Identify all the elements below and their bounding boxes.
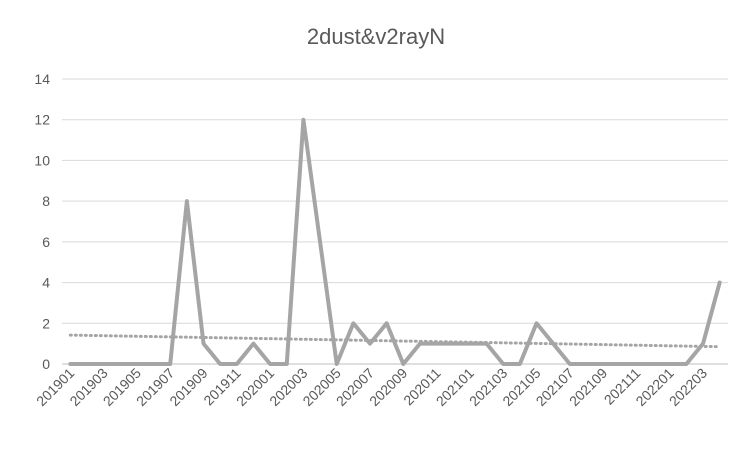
data-point	[635, 363, 637, 365]
data-point	[103, 363, 105, 365]
data-point	[685, 363, 687, 365]
y-tick-label: 4	[42, 275, 50, 291]
data-point	[352, 322, 354, 324]
data-point	[119, 363, 121, 365]
x-tick-label: 202203	[666, 365, 710, 409]
data-point	[286, 363, 288, 365]
data-point	[702, 343, 704, 345]
y-tick-label: 0	[42, 356, 50, 372]
data-point	[619, 363, 621, 365]
series-line	[68, 117, 722, 366]
data-point	[419, 343, 421, 345]
gridlines	[62, 78, 728, 365]
data-point	[86, 363, 88, 365]
data-point	[436, 343, 438, 345]
data-point	[519, 363, 521, 365]
x-axis-ticks: 2019012019032019052019072019092019112020…	[33, 365, 710, 409]
data-point	[652, 363, 654, 365]
chart-title: 2dust&v2rayN	[307, 24, 445, 49]
data-point	[552, 343, 554, 345]
data-point	[203, 343, 205, 345]
data-point	[536, 322, 538, 324]
data-point	[319, 241, 321, 243]
data-point	[502, 363, 504, 365]
y-tick-label: 14	[34, 71, 50, 87]
data-point	[369, 343, 371, 345]
data-point	[602, 363, 604, 365]
data-point	[236, 363, 238, 365]
data-point	[269, 363, 271, 365]
data-point	[302, 119, 304, 121]
data-point	[569, 363, 571, 365]
data-point	[386, 322, 388, 324]
data-point	[252, 343, 254, 345]
data-point	[69, 363, 71, 365]
y-tick-label: 8	[42, 193, 50, 209]
series-layer	[68, 117, 722, 366]
data-point	[336, 363, 338, 365]
x-tick-label: 202109	[566, 365, 610, 409]
data-point	[452, 343, 454, 345]
x-tick-label: 202009	[366, 365, 410, 409]
y-tick-label: 12	[34, 112, 50, 128]
data-point	[719, 282, 721, 284]
x-tick-label: 201909	[166, 365, 210, 409]
data-point	[469, 343, 471, 345]
data-point	[169, 363, 171, 365]
y-axis-ticks: 0 2 4 6 8 10 12 14	[34, 71, 50, 372]
y-tick-label: 10	[34, 152, 50, 168]
data-point	[219, 363, 221, 365]
data-point	[186, 200, 188, 202]
y-tick-label: 6	[42, 234, 50, 250]
data-point	[585, 363, 587, 365]
y-tick-label: 2	[42, 315, 50, 331]
data-point	[669, 363, 671, 365]
data-point	[153, 363, 155, 365]
data-point	[486, 343, 488, 345]
data-point	[402, 363, 404, 365]
data-point	[136, 363, 138, 365]
